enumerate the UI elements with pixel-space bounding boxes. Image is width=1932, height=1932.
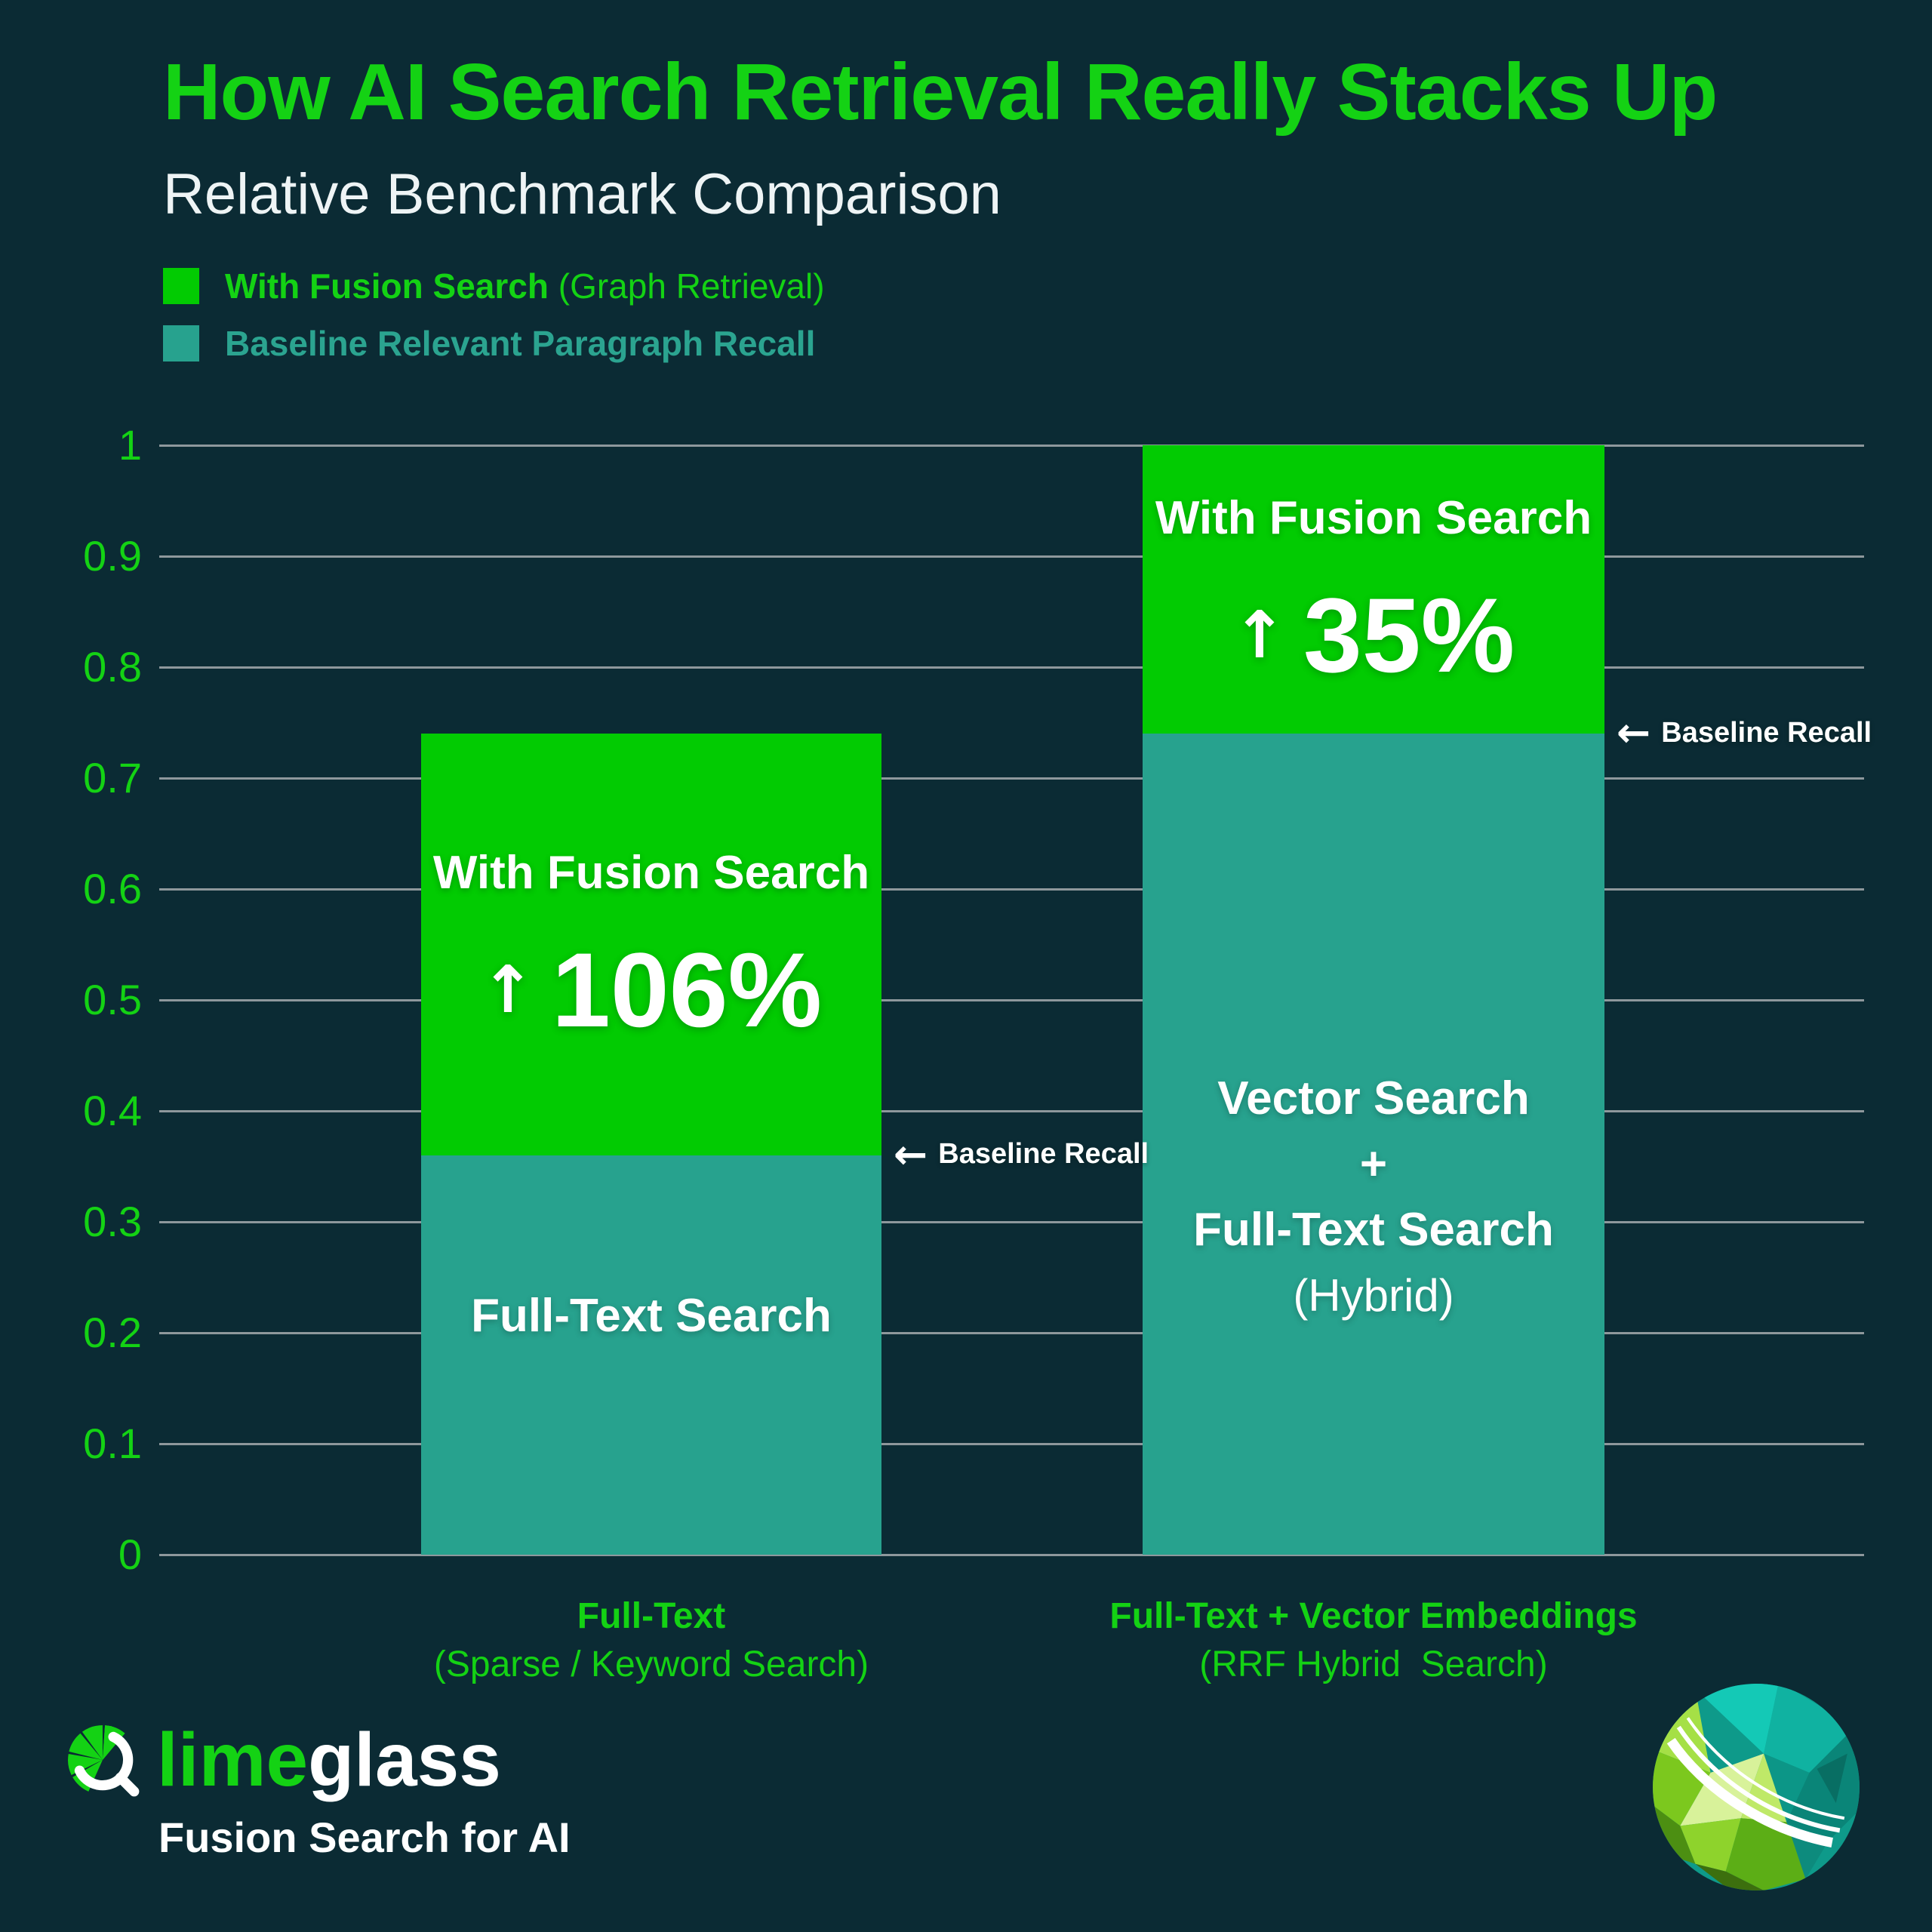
bar-segment-baseline: Full-Text Search <box>421 1155 881 1555</box>
y-tick-label: 0.1 <box>83 1420 142 1467</box>
gem-sphere-graphic <box>1653 1684 1860 1890</box>
y-tick-label: 0.3 <box>83 1198 142 1245</box>
gridline-y-0 <box>159 1553 1864 1556</box>
left-arrow-icon: ← <box>894 1130 928 1178</box>
y-tick-label: 0.8 <box>83 643 142 691</box>
up-arrow-icon: ↑ <box>1232 597 1287 673</box>
baseline-recall-text: Baseline Recall <box>1661 716 1872 749</box>
fusion-uplift: ↑ 35% <box>1232 575 1515 694</box>
gridline-y-0.6 <box>159 888 1864 891</box>
baseline-segment-labels: Vector Search + Full-Text Search (Hybrid) <box>1193 1066 1554 1328</box>
wordmark-glass: glass <box>308 1718 501 1802</box>
left-arrow-icon: ← <box>1617 709 1651 757</box>
legend-label-fusion: With Fusion Search (Graph Retrieval) <box>225 266 825 306</box>
baseline-segment-label-line: Full-Text Search <box>471 1289 832 1342</box>
x-axis-label-line1: Full-Text + Vector Embeddings <box>1109 1596 1638 1636</box>
legend: With Fusion Search (Graph Retrieval) Bas… <box>163 266 825 364</box>
gridline-y-0.5 <box>159 998 1864 1001</box>
baseline-segment-label-line: (Hybrid) <box>1293 1270 1454 1321</box>
legend-item-fusion: With Fusion Search (Graph Retrieval) <box>163 266 825 306</box>
y-tick-label: 0.9 <box>83 532 142 580</box>
gridline-y-0.3 <box>159 1220 1864 1223</box>
gridline-y-0.1 <box>159 1442 1864 1445</box>
wordmark-lime: lime <box>157 1718 309 1802</box>
bar-segment-fusion: With Fusion Search ↑ 35% <box>1143 445 1604 734</box>
fusion-segment-title: With Fusion Search <box>432 846 870 899</box>
gridline-y-0.2 <box>159 1331 1864 1334</box>
fusion-segment-title: With Fusion Search <box>1155 491 1592 544</box>
baseline-recall-annotation: ← Baseline Recall <box>894 1134 1149 1175</box>
gridline-y-0.4 <box>159 1109 1864 1112</box>
baseline-segment-label-line: + <box>1359 1138 1388 1191</box>
fusion-uplift-percent: 35% <box>1303 575 1515 694</box>
legend-swatch-fusion-icon <box>163 268 199 304</box>
page-title: How AI Search Retrieval Really Stacks Up <box>163 48 1718 137</box>
gridline-y-0.7 <box>159 777 1864 780</box>
legend-label-fusion-bold: With Fusion Search <box>225 266 549 306</box>
gridline-y-0.9 <box>159 555 1864 558</box>
x-axis-label-line2: (Sparse / Keyword Search) <box>433 1644 869 1684</box>
legend-item-baseline: Baseline Relevant Paragraph Recall <box>163 323 825 364</box>
baseline-segment-label-line: Full-Text Search <box>1193 1204 1554 1257</box>
y-tick-label: 0.6 <box>83 865 142 912</box>
fusion-uplift-percent: 106% <box>551 930 823 1049</box>
up-arrow-icon: ↑ <box>480 952 535 1028</box>
y-tick-label: 0 <box>118 1531 142 1578</box>
y-tick-label: 0.5 <box>83 976 142 1023</box>
fusion-uplift: ↑ 106% <box>481 937 822 1043</box>
y-tick-label: 0.2 <box>83 1309 142 1356</box>
bar-segment-fusion: With Fusion Search ↑ 106% <box>421 734 881 1155</box>
legend-label-baseline: Baseline Relevant Paragraph Recall <box>225 323 815 364</box>
legend-label-baseline-text: Baseline Relevant Paragraph Recall <box>225 324 816 363</box>
legend-label-fusion-suffix: (Graph Retrieval) <box>548 266 825 306</box>
gridline-y-0.8 <box>159 666 1864 669</box>
page-subtitle: Relative Benchmark Comparison <box>163 162 1001 226</box>
logo-tagline: Fusion Search for AI <box>158 1814 571 1861</box>
baseline-recall-text: Baseline Recall <box>938 1138 1149 1171</box>
baseline-segment-labels: Full-Text Search <box>471 1283 832 1349</box>
x-axis-label-line2: (RRF Hybrid Search) <box>1199 1644 1548 1684</box>
y-tick-label: 0.7 <box>83 754 142 801</box>
limeglass-wordmark: limeglass <box>157 1719 501 1801</box>
x-axis-label-line1: Full-Text <box>577 1596 726 1636</box>
baseline-recall-annotation: ← Baseline Recall <box>1617 712 1872 753</box>
legend-swatch-baseline-icon <box>163 325 199 361</box>
limeglass-logo-icon <box>68 1725 140 1797</box>
baseline-segment-label-line: Vector Search <box>1217 1072 1530 1125</box>
bar-segment-baseline: Vector Search + Full-Text Search (Hybrid) <box>1143 734 1604 1555</box>
gridline-y-1 <box>159 444 1864 447</box>
y-tick-label: 0.4 <box>83 1087 142 1134</box>
y-tick-label: 1 <box>118 421 142 469</box>
